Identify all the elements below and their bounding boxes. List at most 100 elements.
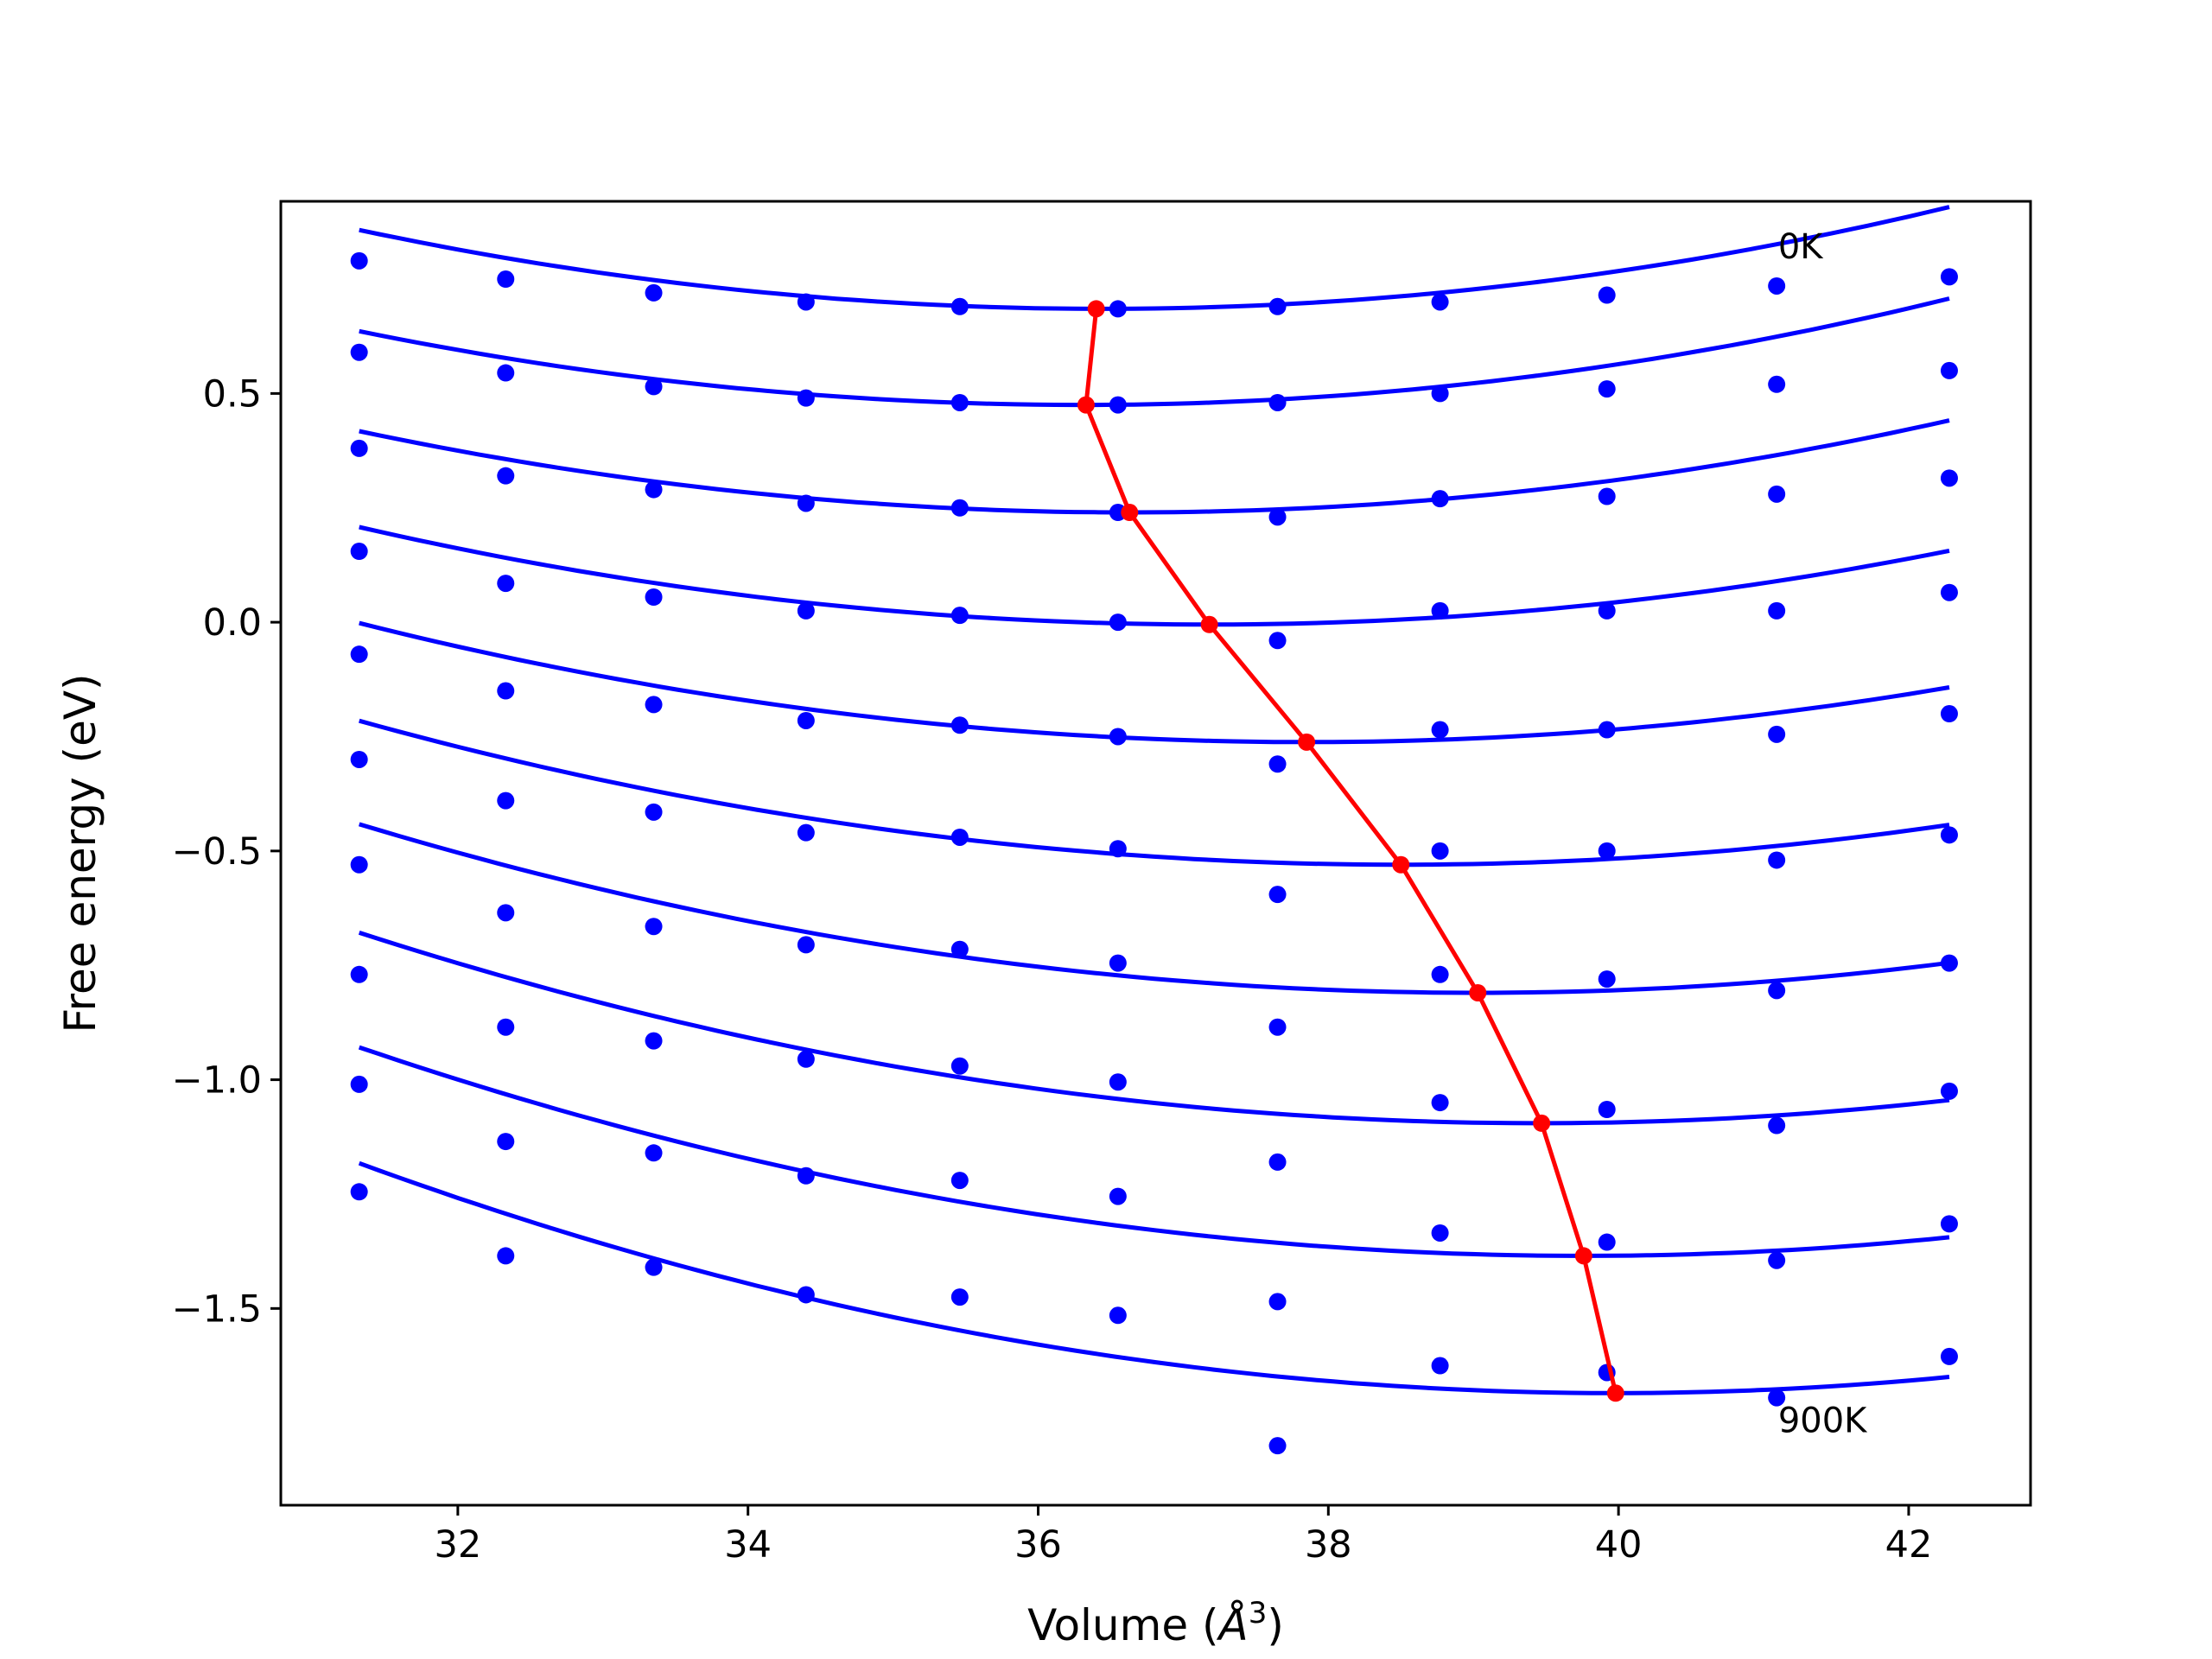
data-point bbox=[645, 918, 663, 936]
minimum-point bbox=[1392, 855, 1410, 874]
data-point bbox=[350, 251, 368, 270]
data-point bbox=[950, 940, 969, 958]
fit-curve-1 bbox=[359, 205, 1950, 311]
data-point bbox=[645, 1258, 663, 1276]
data-points bbox=[350, 251, 1958, 1455]
data-point bbox=[1268, 508, 1287, 526]
data-point bbox=[1268, 393, 1287, 411]
x-axis-label-unit: Å bbox=[1217, 1600, 1249, 1650]
minimum-point bbox=[1606, 1384, 1624, 1402]
data-point bbox=[1268, 297, 1287, 315]
data-point bbox=[950, 828, 969, 846]
data-point bbox=[797, 494, 815, 512]
data-point bbox=[350, 543, 368, 561]
x-tick-label: 40 bbox=[1595, 1523, 1643, 1567]
x-axis-label: Volume (Å3) bbox=[1027, 1596, 1284, 1650]
x-axis-ticks: 32 34 36 38 40 42 bbox=[434, 1505, 1932, 1567]
x-axis-label-close: ) bbox=[1267, 1600, 1284, 1650]
data-point bbox=[1109, 728, 1127, 746]
fit-curve-9 bbox=[358, 1045, 1950, 1258]
fit-curve-10 bbox=[358, 1160, 1950, 1395]
data-point bbox=[950, 716, 969, 734]
plot-frame bbox=[279, 200, 2032, 1507]
x-tick-label: 34 bbox=[724, 1523, 772, 1567]
data-point bbox=[1598, 970, 1616, 988]
data-point bbox=[1940, 268, 1958, 286]
data-point bbox=[1940, 1082, 1958, 1100]
y-axis-label: Free energy (eV) bbox=[55, 673, 105, 1033]
minimum-point bbox=[1533, 1114, 1551, 1132]
data-point bbox=[497, 575, 515, 593]
x-axis-label-exponent: 3 bbox=[1249, 1596, 1268, 1630]
data-point bbox=[1768, 725, 1786, 743]
data-point bbox=[1768, 982, 1786, 1000]
data-point bbox=[950, 499, 969, 517]
y-tick-label: −0.5 bbox=[172, 830, 262, 874]
fit-curve-3 bbox=[359, 418, 1950, 515]
data-point bbox=[497, 791, 515, 810]
data-point bbox=[350, 439, 368, 457]
data-point bbox=[1109, 1187, 1127, 1205]
fit-curve-8 bbox=[358, 931, 1950, 1126]
data-point bbox=[950, 607, 969, 625]
data-point bbox=[350, 645, 368, 664]
y-tick-label: 0.5 bbox=[203, 372, 262, 416]
data-point bbox=[950, 1288, 969, 1306]
data-point bbox=[1768, 1116, 1786, 1135]
y-tick-label: −1.5 bbox=[172, 1287, 262, 1331]
fit-curve-7 bbox=[358, 822, 1950, 995]
data-point bbox=[1431, 1224, 1449, 1242]
data-point bbox=[1109, 954, 1127, 972]
data-point bbox=[797, 823, 815, 842]
data-point bbox=[497, 904, 515, 922]
curve-annotation: 0K bbox=[1778, 227, 1824, 267]
data-point bbox=[1109, 1306, 1127, 1325]
fit-curve-6 bbox=[359, 718, 1950, 868]
x-tick-label: 42 bbox=[1885, 1523, 1933, 1567]
data-point bbox=[797, 711, 815, 729]
data-point bbox=[497, 1018, 515, 1036]
x-axis-label-text: Volume ( bbox=[1027, 1600, 1218, 1650]
data-point bbox=[1940, 469, 1958, 487]
minimum-point bbox=[1121, 504, 1139, 522]
x-tick-label: 38 bbox=[1305, 1523, 1352, 1567]
y-axis-ticks: 0.5 0.0 −0.5 −1.0 −1.5 bbox=[172, 372, 281, 1331]
data-point bbox=[1940, 826, 1958, 844]
data-point bbox=[1598, 1101, 1616, 1119]
data-point bbox=[497, 1247, 515, 1265]
data-point bbox=[1940, 705, 1958, 723]
data-point bbox=[950, 1057, 969, 1075]
fit-curve-5 bbox=[359, 620, 1950, 745]
data-point bbox=[1940, 583, 1958, 601]
data-point bbox=[1598, 487, 1616, 505]
minimum-point bbox=[1200, 615, 1218, 633]
data-point bbox=[350, 1183, 368, 1201]
data-point bbox=[1598, 380, 1616, 398]
minimum-point bbox=[1469, 983, 1487, 1001]
data-point bbox=[1109, 396, 1127, 414]
data-point bbox=[1268, 1293, 1287, 1311]
fit-curve-2 bbox=[359, 296, 1950, 408]
data-point bbox=[797, 389, 815, 407]
data-point bbox=[950, 393, 969, 411]
data-point bbox=[1431, 842, 1449, 860]
minimum-point bbox=[1077, 396, 1095, 414]
data-point bbox=[350, 343, 368, 361]
data-point bbox=[497, 1133, 515, 1151]
data-point bbox=[1268, 1153, 1287, 1171]
data-point bbox=[950, 297, 969, 315]
data-point bbox=[1598, 1233, 1616, 1251]
data-point bbox=[1431, 721, 1449, 739]
data-point bbox=[497, 270, 515, 289]
data-point bbox=[1268, 755, 1287, 773]
data-point bbox=[1268, 1437, 1287, 1455]
data-point bbox=[1940, 1215, 1958, 1233]
y-tick-label: −1.0 bbox=[172, 1059, 262, 1103]
curve-annotation: 900K bbox=[1778, 1401, 1868, 1440]
data-point bbox=[645, 480, 663, 499]
data-point bbox=[1431, 965, 1449, 983]
data-point bbox=[1268, 632, 1287, 650]
data-point bbox=[1598, 842, 1616, 860]
fit-curves bbox=[358, 205, 1950, 1395]
minimum-point bbox=[1298, 733, 1316, 751]
